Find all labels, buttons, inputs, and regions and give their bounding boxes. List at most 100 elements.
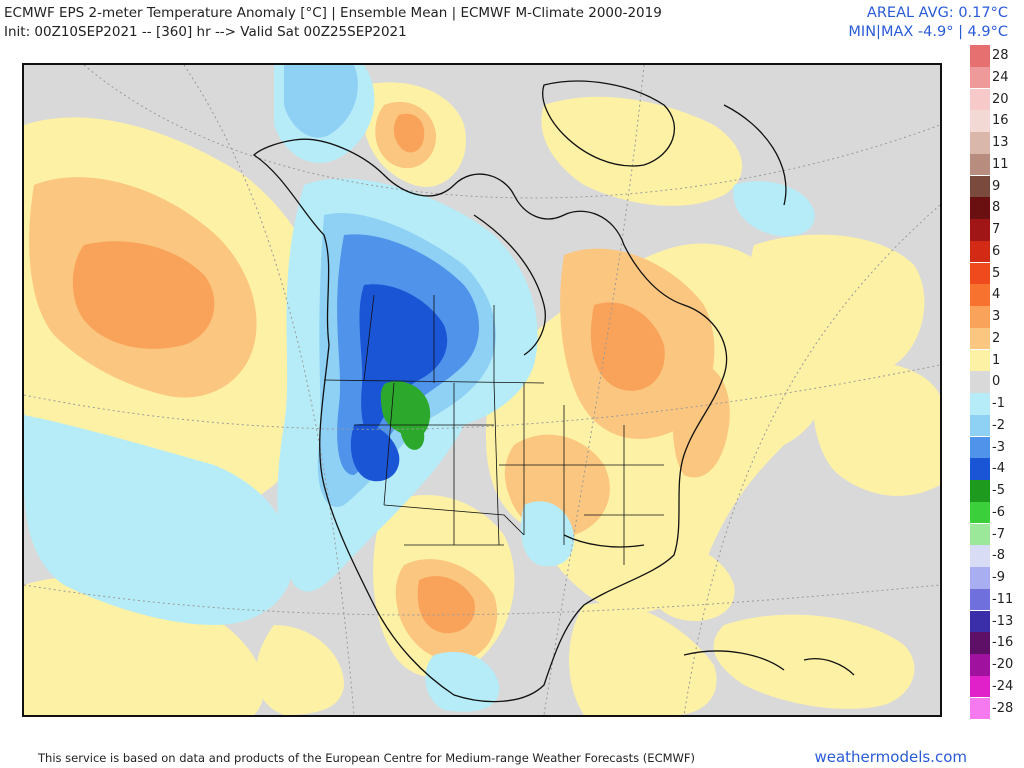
legend-label: 7	[992, 222, 1001, 237]
legend-entry: -6	[968, 501, 1020, 524]
legend-entry: 11	[968, 153, 1020, 176]
min-max: MIN|MAX -4.9° | 4.9°C	[848, 24, 1008, 40]
legend-swatch	[970, 436, 990, 458]
legend-entry: 13	[968, 132, 1020, 154]
legend-label: 3	[992, 309, 1001, 324]
legend-entry: -7	[968, 523, 1020, 545]
legend-label: 8	[992, 200, 1001, 216]
legend-entry: 2	[968, 327, 1020, 350]
map-canvas	[24, 65, 940, 715]
legend-label: -5	[992, 483, 1005, 498]
legend-label: 4	[992, 287, 1001, 303]
graticule	[24, 65, 940, 715]
legend-label: -6	[992, 504, 1005, 520]
legend-swatch	[970, 306, 990, 328]
chart-title: ECMWF EPS 2-meter Temperature Anomaly [°…	[4, 5, 662, 21]
legend-swatch	[970, 66, 990, 89]
legend-label: 13	[992, 135, 1009, 150]
legend-swatch	[970, 697, 990, 719]
legend-swatch	[970, 371, 990, 393]
legend-label: -9	[992, 570, 1005, 585]
legend-label: -3	[992, 439, 1005, 455]
legend-swatch	[970, 567, 990, 589]
legend-label: -28	[992, 700, 1014, 716]
legend-entry: 3	[968, 306, 1020, 328]
legend-swatch	[970, 480, 990, 502]
legend-entry: 7	[968, 219, 1020, 241]
legend-swatch	[970, 45, 990, 67]
legend-label: 20	[992, 91, 1009, 107]
legend-label: -16	[992, 635, 1014, 651]
legend-entry: -28	[968, 697, 1020, 719]
legend-swatch	[970, 262, 990, 284]
legend-label: -24	[992, 678, 1014, 694]
legend-entry: -5	[968, 480, 1020, 502]
legend-label: -4	[992, 461, 1005, 477]
data-disclaimer: This service is based on data and produc…	[38, 751, 695, 765]
legend-entry: -20	[968, 654, 1020, 676]
legend-entry: -24	[968, 675, 1020, 698]
brand-link[interactable]: weathermodels.com	[814, 748, 967, 766]
legend-swatch	[970, 675, 990, 698]
legend-label: 11	[992, 156, 1009, 172]
legend-swatch	[970, 349, 990, 371]
legend-label: -13	[992, 613, 1014, 629]
legend-swatch	[970, 153, 990, 176]
legend-entry: 16	[968, 110, 1020, 132]
legend-label: 24	[992, 69, 1009, 85]
legend-label: -2	[992, 417, 1005, 433]
legend-entry: 9	[968, 175, 1020, 197]
legend-label: 9	[992, 178, 1001, 194]
legend-swatch	[970, 610, 990, 632]
legend-swatch	[970, 523, 990, 545]
warm-strong-regions	[72, 113, 665, 634]
legend-entry: -2	[968, 414, 1020, 437]
legend-entry: 0	[968, 371, 1020, 393]
legend-entry: 28	[968, 45, 1020, 67]
legend-swatch	[970, 414, 990, 437]
legend-entry: -4	[968, 458, 1020, 480]
legend-entry: 6	[968, 240, 1020, 263]
legend-label: -20	[992, 657, 1014, 672]
legend-swatch	[970, 219, 990, 241]
legend-label: -1	[992, 396, 1005, 411]
legend-entry: -13	[968, 610, 1020, 632]
legend-label: -11	[992, 591, 1014, 607]
legend-entry: -3	[968, 436, 1020, 458]
legend-label: 2	[992, 330, 1001, 346]
legend-swatch	[970, 501, 990, 524]
legend-swatch	[970, 132, 990, 154]
legend-entry: 24	[968, 66, 1020, 89]
legend-label: 6	[992, 243, 1001, 259]
legend-swatch	[970, 545, 990, 567]
legend-entry: 8	[968, 197, 1020, 219]
legend-swatch	[970, 175, 990, 197]
chart-header: ECMWF EPS 2-meter Temperature Anomaly [°…	[4, 4, 662, 42]
legend-entry: -1	[968, 393, 1020, 415]
areal-avg: AREAL AVG: 0.17°C	[866, 5, 1008, 21]
legend-label: 16	[992, 113, 1009, 129]
color-legend: 28 24 20 16 13 11 9 8 7 6 5 4 3 2 1 0 -1 -2 -3 -4 -5 -6 -7 -8 -9…	[968, 45, 1020, 721]
legend-label: 5	[992, 265, 1001, 281]
legend-swatch	[970, 327, 990, 350]
legend-swatch	[970, 88, 990, 110]
legend-label: 0	[992, 374, 1001, 390]
coastlines	[252, 80, 855, 703]
stats-box: AREAL AVG: 0.17°C MIN|MAX -4.9° | 4.9°C	[848, 4, 1008, 42]
legend-label: 28	[992, 48, 1009, 63]
legend-entry: 1	[968, 349, 1020, 371]
legend-entry: -16	[968, 632, 1020, 654]
legend-entry: -8	[968, 545, 1020, 567]
political-borders	[323, 294, 664, 565]
legend-swatch	[970, 588, 990, 611]
legend-entry: 5	[968, 262, 1020, 284]
legend-swatch	[970, 284, 990, 306]
legend-entry: -11	[968, 588, 1020, 611]
legend-swatch	[970, 197, 990, 219]
legend-swatch	[970, 240, 990, 263]
anomaly-map	[22, 63, 942, 717]
legend-swatch	[970, 110, 990, 132]
legend-swatch	[970, 458, 990, 480]
legend-swatch	[970, 654, 990, 676]
init-valid-line: Init: 00Z10SEP2021 -- [360] hr --> Valid…	[4, 24, 407, 40]
